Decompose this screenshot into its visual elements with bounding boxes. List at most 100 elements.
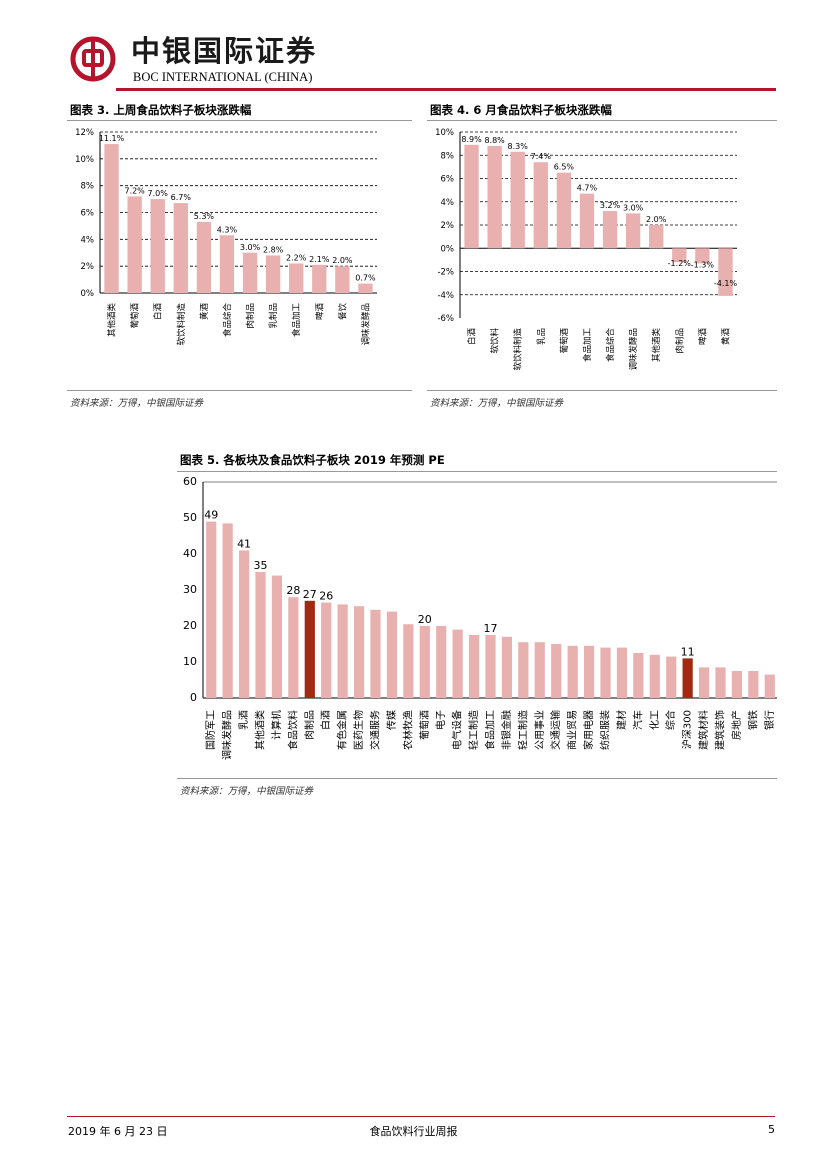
x-tick-label: 交通服务	[369, 710, 382, 750]
x-tick-label: 轻工制造	[516, 710, 529, 750]
footer-rule	[67, 1116, 775, 1117]
figure-4-title: 图表 4. 6 月食品饮料子板块涨跌幅	[430, 103, 612, 117]
x-tick-label: 调味发酵品	[221, 710, 234, 760]
figure-5-source: 资料来源：万得，中银国际证券	[180, 786, 314, 797]
figure-3-bottom-rule	[67, 390, 412, 391]
data-label: 0.7%	[355, 274, 376, 283]
figure-5-chart: 0 10 20 30 40 50 60 49 国防军工 调味发酵品 41 乳酒 35 其他酒类 计算机 28 食…	[183, 475, 777, 760]
figure-5-title: 图表 5. 各板块及食品饮料子板块 2019 年预测 PE	[180, 453, 445, 467]
data-label: 27	[303, 588, 317, 601]
bar	[485, 635, 496, 698]
x-tick-label: 葡萄酒	[130, 303, 141, 329]
x-tick-label: 食品加工	[291, 303, 302, 338]
data-label: -1.2%	[668, 259, 692, 268]
data-label: 2.0%	[646, 215, 667, 224]
data-label: 2.1%	[309, 255, 330, 264]
x-tick-label: 其他酒类	[651, 328, 662, 363]
data-label: 7.0%	[148, 189, 169, 198]
brand-name-cn: 中银国际证券	[131, 34, 318, 68]
bar	[353, 606, 365, 698]
bar	[533, 162, 548, 249]
bar	[419, 626, 430, 698]
bar	[219, 235, 235, 293]
data-label: 3.2%	[600, 201, 621, 210]
bar	[748, 671, 759, 698]
y-tick-label: 10%	[435, 128, 454, 138]
x-tick-label: 调味发酵品	[628, 328, 639, 371]
bar	[649, 654, 660, 698]
brand-name-en: BOC INTERNATIONAL (CHINA)	[133, 70, 313, 84]
data-label: 8.8%	[484, 136, 505, 145]
data-label: 35	[254, 559, 268, 572]
bar	[682, 658, 693, 698]
bar	[436, 626, 447, 698]
bar	[633, 653, 644, 698]
bar	[452, 629, 463, 698]
x-tick-label: 国防军工	[204, 710, 217, 750]
y-tick-label: 12%	[75, 128, 94, 138]
y-tick-label: 10%	[75, 155, 94, 165]
x-tick-label: 肉制品	[245, 303, 256, 329]
bar	[602, 211, 618, 249]
bar	[556, 172, 572, 249]
bar	[337, 604, 348, 698]
footer-page-number: 5	[768, 1123, 775, 1136]
x-tick-label: 食品加工	[484, 710, 497, 750]
y-tick-label: 2%	[441, 221, 455, 231]
bar	[255, 572, 266, 698]
bar	[649, 225, 664, 249]
bar	[518, 642, 529, 698]
figure-3-source: 资料来源：万得，中银国际证券	[70, 398, 204, 409]
data-label: 2.0%	[332, 256, 353, 265]
bar	[731, 671, 743, 698]
data-label: 7.2%	[124, 186, 145, 195]
bar	[567, 645, 578, 698]
data-label: 8.3%	[508, 142, 529, 151]
bar	[551, 644, 562, 698]
x-tick-label: 计算机	[270, 710, 283, 740]
x-tick-label: 食品加工	[582, 328, 593, 363]
x-tick-label: 食品饮料	[286, 710, 299, 750]
bar	[265, 255, 281, 293]
bar	[370, 609, 381, 698]
bar	[583, 645, 595, 698]
data-label: 11.1%	[99, 134, 125, 143]
bar	[127, 196, 142, 293]
footer-date: 2019 年 6 月 23 日	[68, 1125, 168, 1138]
bar	[206, 521, 217, 698]
y-tick-label: 0%	[441, 244, 455, 254]
x-tick-label: 葡萄酒	[559, 328, 570, 354]
data-label: -1.3%	[691, 260, 715, 269]
x-tick-label: 农林牧渔	[401, 710, 414, 750]
y-tick-label: 0	[190, 691, 197, 704]
bar	[666, 656, 677, 698]
x-tick-label: 乳品	[536, 328, 547, 345]
y-tick-label: 20	[183, 619, 197, 632]
bar	[335, 266, 350, 293]
x-tick-label: 白酒	[319, 710, 332, 730]
x-tick-label: 传媒	[386, 710, 398, 730]
bar	[718, 248, 733, 296]
data-label: 3.0%	[623, 203, 644, 212]
x-tick-label: 葡萄酒	[418, 710, 431, 740]
y-tick-label: -2%	[437, 268, 454, 278]
footer-title: 食品饮料行业周报	[369, 1125, 458, 1138]
x-tick-label: 餐饮	[337, 303, 348, 321]
figure-3-chart: 0% 2% 4% 6% 8% 10% 12% 11.1% 其他酒类 7.2% 葡萄酒 7.0% 白酒 6.…	[75, 128, 377, 346]
bar	[196, 221, 212, 293]
data-label: 4.7%	[577, 184, 598, 193]
x-tick-label: 黄酒	[199, 303, 210, 321]
bar	[104, 144, 119, 293]
data-label: 7.4%	[531, 152, 552, 161]
x-tick-label: 白酒	[153, 303, 164, 321]
x-tick-label: 调味发酵品	[360, 303, 371, 346]
data-label: 8.9%	[461, 135, 482, 144]
data-label: 6.5%	[554, 163, 575, 172]
figure-5-rule	[177, 471, 777, 472]
bar	[304, 600, 315, 698]
data-label: 3.0%	[240, 243, 261, 252]
y-tick-label: 50	[183, 511, 197, 524]
bar	[468, 635, 480, 698]
x-tick-label: 公用事业	[533, 710, 546, 750]
bar	[358, 283, 373, 293]
